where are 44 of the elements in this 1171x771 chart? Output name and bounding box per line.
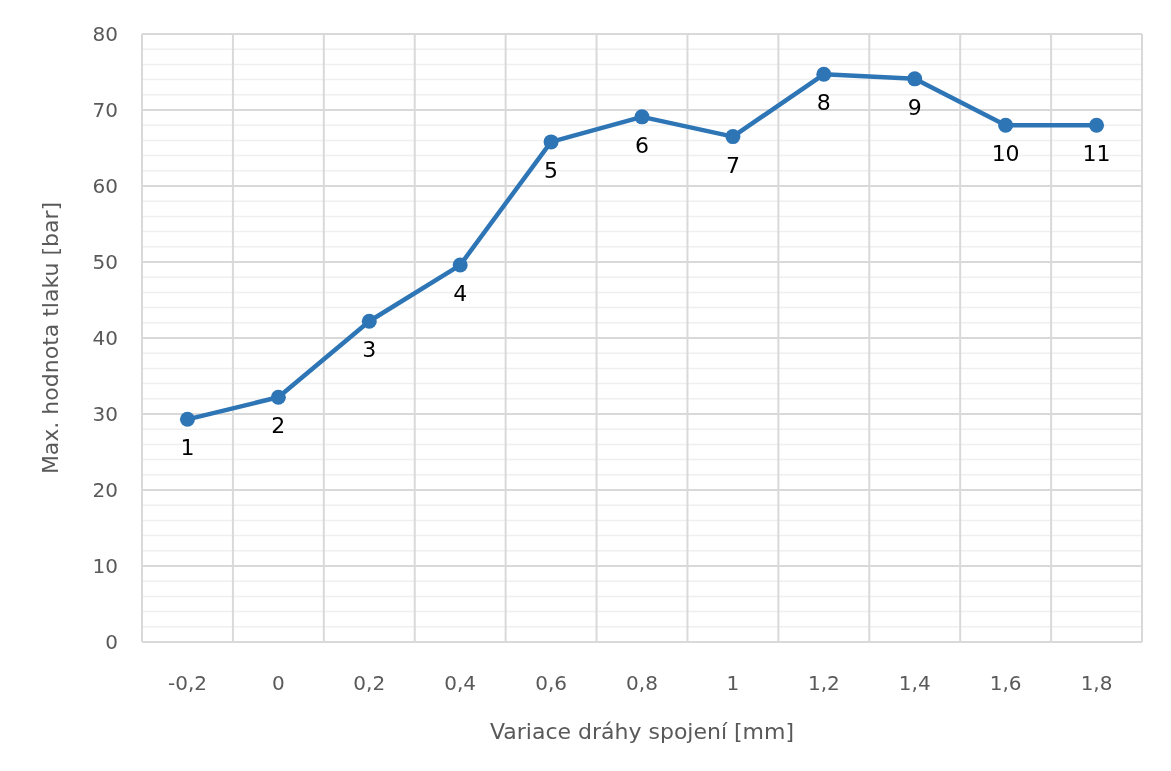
point [816, 66, 832, 82]
annotation: 3 [362, 337, 377, 363]
x-tick-label: 0 [272, 671, 285, 695]
point [1089, 117, 1105, 133]
x-tick-label: 0,2 [353, 671, 386, 695]
annotation: 9 [907, 94, 922, 120]
point [179, 411, 195, 427]
x-tick-label: 0,8 [626, 671, 658, 695]
y-axis-title: Max. hodnota tlaku [bar] [38, 201, 63, 475]
y-tick-label: 0 [105, 630, 118, 654]
point [634, 109, 650, 125]
point [907, 71, 923, 87]
x-tick-label: -0,2 [167, 671, 207, 695]
point [998, 117, 1014, 133]
x-tick-label: 1,4 [898, 671, 931, 695]
annotation: 10 [991, 141, 1020, 167]
x-tick-label: 1,8 [1080, 671, 1113, 695]
annotation: 6 [635, 132, 649, 158]
y-tick-label: 50 [92, 250, 118, 274]
x-tick-label: 1 [726, 671, 740, 695]
y-tick-label: 70 [92, 98, 118, 122]
annotation: 7 [725, 152, 740, 178]
annotation: 1 [180, 435, 195, 461]
annotation: 5 [544, 157, 559, 183]
y-tick-label: 80 [92, 22, 118, 46]
x-tick-label: 0,6 [535, 671, 567, 695]
annotation: 4 [453, 281, 468, 307]
y-tick-label: 10 [92, 554, 118, 578]
y-tick-label: 30 [92, 402, 118, 426]
y-tick-label: 20 [92, 478, 118, 502]
annotation: 8 [816, 90, 831, 116]
annotation: 11 [1082, 141, 1111, 167]
y-tick-label: 40 [92, 326, 118, 350]
point [543, 134, 559, 150]
x-axis-title: Variace dráhy spojení [mm] [489, 719, 795, 744]
point [361, 313, 377, 329]
x-tick-label: 0,4 [444, 671, 477, 695]
annotation: 2 [271, 413, 286, 439]
y-tick-label: 60 [92, 174, 118, 198]
point [725, 129, 741, 145]
x-tick-label: 1,6 [989, 671, 1022, 695]
x-tick-label: 1,2 [807, 671, 840, 695]
point [452, 257, 468, 273]
point [270, 389, 286, 405]
